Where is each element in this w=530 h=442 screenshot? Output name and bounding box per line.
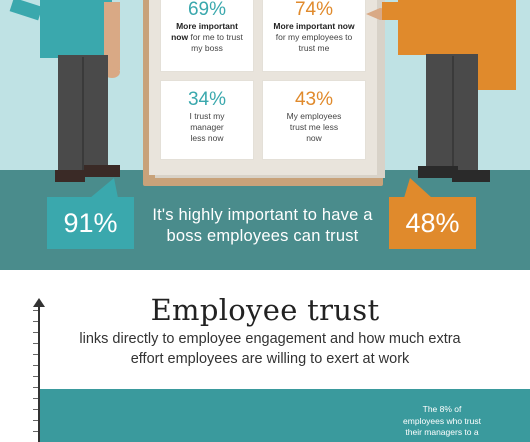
vertical-axis [38,304,40,442]
stat-card-label: I trust my manager less now [189,111,225,143]
stat-card-value: 43% [294,89,334,110]
engagement-band [40,389,530,442]
axis-ticks [33,310,38,440]
stat-card-employees-trust-less: 43% My employees trust me less now [262,80,366,160]
stat-card-label: for my employees to trust me [275,32,353,53]
stat-card-value: 69% [187,0,227,20]
left-stat-badge: 91% [47,197,134,249]
axis-arrow-icon [33,298,45,307]
stat-card-value: 34% [187,89,227,110]
stat-card-label: for me to trust my boss [190,32,243,53]
left-person-illustration [9,0,120,182]
right-badge-tail [404,178,432,198]
stat-card-emphasis: More important now [273,21,355,31]
right-person-illustration [366,0,516,182]
right-stat-badge: 48% [389,197,476,249]
section-title: Employee trust [150,293,380,327]
band-note: The 8% of employees who trust their mana… [403,404,481,437]
stat-card-trust-manager-less: 34% I trust my manager less now [160,80,254,160]
stat-card-value: 74% [294,0,334,20]
stat-card-trust-boss: 69% More important now for me to trust m… [160,0,254,72]
stat-card-employees-trust: 74% More important now for my employees … [262,0,366,72]
stat-card-label: My employees trust me less now [286,111,342,143]
left-badge-tail [90,178,118,198]
hero-illustration: 69% More important now for me to trust m… [0,0,530,270]
tagline: It's highly important to have a boss emp… [152,206,373,245]
stat-card-emphasis: More important now [171,21,238,42]
section-subtitle: links directly to employee engagement an… [79,331,461,367]
